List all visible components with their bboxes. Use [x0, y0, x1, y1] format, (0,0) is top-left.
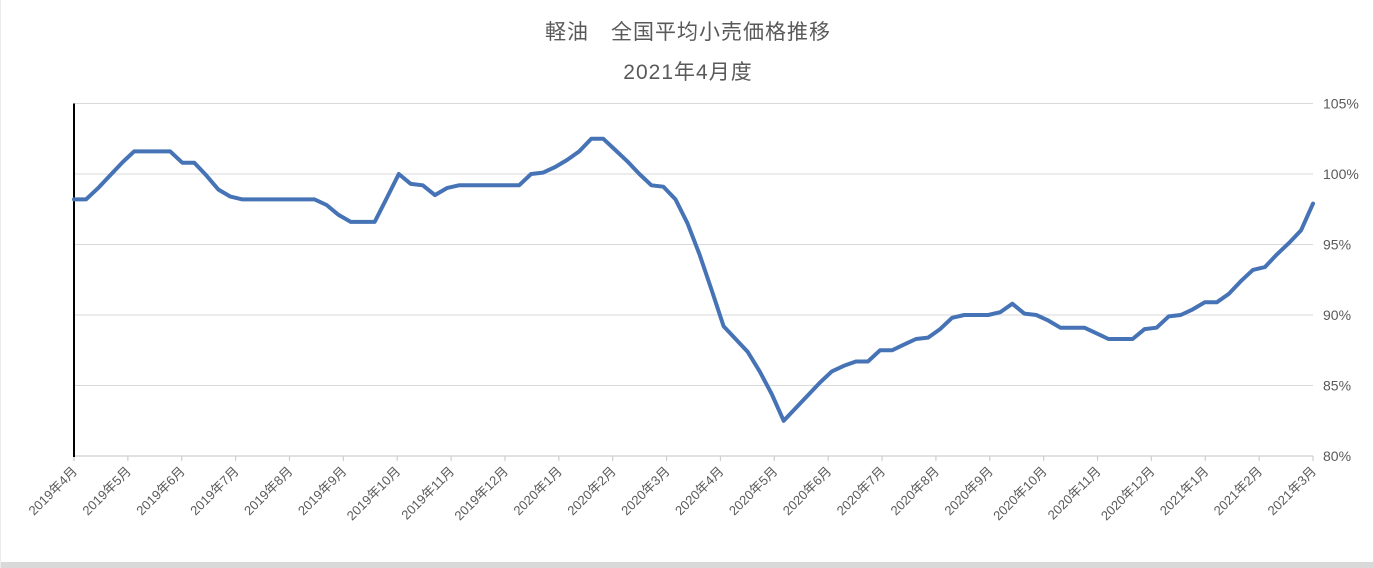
x-axis-label: 2020年2月 [564, 464, 619, 519]
x-axis-label: 2020年11月 [1045, 464, 1104, 523]
x-axis-label: 2020年12月 [1098, 464, 1158, 524]
x-axis-label: 2020年4月 [672, 464, 727, 519]
x-axis-label: 2020年9月 [941, 464, 996, 519]
x-axis-label: 2019年11月 [398, 464, 457, 523]
x-axis-label: 2019年4月 [26, 464, 81, 519]
y-axis-label: 100% [1323, 166, 1359, 182]
x-axis-label: 2020年5月 [726, 464, 781, 519]
x-axis-label: 2020年6月 [780, 464, 835, 519]
x-axis-label: 2021年1月 [1157, 464, 1212, 519]
window-bottom-edge [1, 562, 1373, 568]
x-axis-label: 2020年10月 [990, 464, 1050, 524]
chart-title-block: 軽油 全国平均小売価格推移 2021年4月度 [1, 13, 1373, 93]
y-axis-label: 85% [1323, 378, 1351, 394]
x-axis-label: 2019年6月 [133, 464, 188, 519]
x-axis-label: 2019年8月 [241, 464, 296, 519]
x-axis-label: 2019年12月 [451, 464, 511, 524]
x-axis-label: 2020年1月 [510, 464, 565, 519]
x-axis-label: 2021年3月 [1265, 464, 1320, 519]
y-axis-label: 80% [1323, 448, 1351, 464]
y-axis-label: 105% [1323, 96, 1359, 112]
y-axis-label: 90% [1323, 307, 1351, 323]
x-axis-label: 2020年3月 [618, 464, 673, 519]
x-axis-label: 2019年7月 [187, 464, 242, 519]
x-axis-label: 2019年5月 [79, 464, 134, 519]
chart-title: 軽油 全国平均小売価格推移 [545, 21, 831, 44]
chart-subtitle: 2021年4月度 [623, 61, 753, 84]
price-line [72, 136, 1315, 423]
x-axis-label: 2019年10月 [344, 464, 404, 524]
x-axis-label: 2019年9月 [295, 464, 350, 519]
x-axis-label: 2020年8月 [887, 464, 942, 519]
y-axis-label: 95% [1323, 237, 1351, 253]
x-axis-label: 2020年7月 [834, 464, 889, 519]
x-axis-label: 2021年2月 [1211, 464, 1266, 519]
